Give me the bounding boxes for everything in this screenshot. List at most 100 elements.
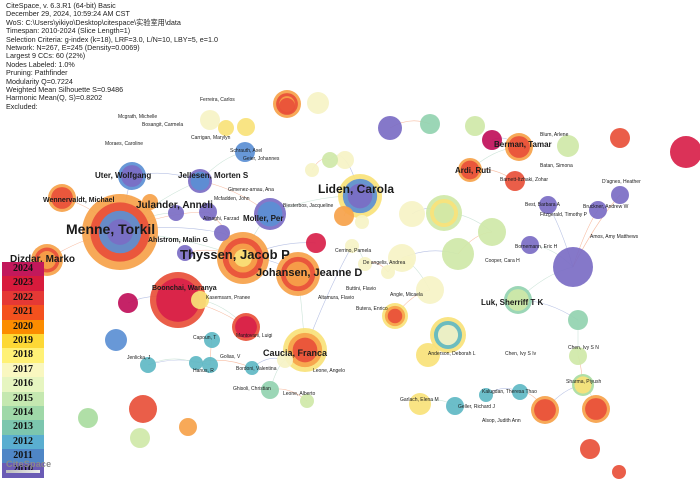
author-node[interactable]	[416, 276, 444, 304]
author-label: Jellesen, Morten S	[178, 171, 249, 180]
header-line: WoS: C:\Users\yikiyo\Desktop\citespace\实…	[6, 17, 181, 27]
author-node[interactable]	[105, 329, 127, 351]
author-node[interactable]	[400, 256, 414, 270]
author-node[interactable]	[334, 206, 354, 226]
author-node[interactable]	[177, 245, 193, 261]
author-node[interactable]	[446, 397, 464, 415]
author-node[interactable]	[336, 151, 354, 169]
author-node[interactable]	[458, 158, 482, 182]
author-node[interactable]	[276, 252, 320, 296]
author-node[interactable]	[217, 232, 269, 284]
author-node[interactable]	[553, 247, 593, 287]
author-node[interactable]	[505, 171, 525, 191]
network-labels: Ferreira, Carlos Mcgrath, Michelle Bosangi…	[10, 97, 641, 424]
author-node[interactable]	[277, 352, 293, 368]
author-node[interactable]	[482, 130, 502, 150]
author-node[interactable]	[245, 361, 259, 375]
author-node[interactable]	[48, 184, 76, 212]
author-label: Wennervaldt, Michael	[43, 197, 115, 204]
author-node[interactable]	[188, 169, 212, 193]
author-node[interactable]	[521, 236, 539, 254]
author-node[interactable]	[382, 303, 408, 329]
author-node[interactable]	[504, 286, 532, 314]
author-node[interactable]	[307, 92, 329, 114]
author-node[interactable]	[426, 195, 462, 231]
author-node[interactable]	[512, 384, 528, 400]
author-node[interactable]	[82, 194, 158, 270]
author-node[interactable]	[118, 162, 146, 190]
author-label: Julander, Anneli	[136, 200, 213, 211]
author-node[interactable]	[531, 396, 559, 424]
author-node[interactable]	[261, 381, 279, 399]
node-ring	[305, 163, 319, 177]
node-ring	[446, 397, 464, 415]
author-node[interactable]	[479, 388, 493, 402]
author-node[interactable]	[611, 186, 629, 204]
author-node[interactable]	[305, 163, 319, 177]
author-node[interactable]	[355, 215, 369, 229]
author-node[interactable]	[572, 374, 594, 396]
author-node[interactable]	[179, 418, 197, 436]
author-node[interactable]	[345, 239, 359, 253]
author-node[interactable]	[409, 393, 431, 415]
author-node[interactable]	[218, 120, 234, 136]
author-node[interactable]	[568, 310, 588, 330]
author-node[interactable]	[539, 196, 557, 214]
author-node[interactable]	[130, 428, 150, 448]
author-node[interactable]	[358, 257, 372, 271]
author-label: Bornemann, Eric H	[515, 244, 558, 250]
author-node[interactable]	[465, 116, 485, 136]
author-node[interactable]	[199, 203, 217, 221]
author-node[interactable]	[557, 135, 579, 157]
author-node[interactable]	[399, 201, 425, 227]
author-node[interactable]	[78, 408, 98, 428]
author-node[interactable]	[202, 357, 218, 373]
author-node[interactable]	[442, 238, 474, 270]
author-node[interactable]	[612, 465, 626, 479]
author-node[interactable]	[279, 98, 295, 114]
author-node[interactable]	[142, 194, 158, 210]
author-node[interactable]	[420, 114, 440, 134]
author-node[interactable]	[283, 328, 327, 372]
author-node[interactable]	[505, 133, 533, 161]
header-line: CiteSpace, v. 6.3.R1 (64-bit) Basic	[6, 1, 116, 10]
author-label: Garlach, Elena M	[400, 397, 439, 403]
author-node[interactable]	[235, 142, 255, 162]
author-node[interactable]	[254, 198, 286, 230]
author-node[interactable]	[338, 174, 382, 218]
author-node[interactable]	[204, 332, 220, 348]
node-ring	[202, 357, 218, 373]
author-node[interactable]	[200, 110, 220, 130]
author-node[interactable]	[580, 439, 600, 459]
node-ring	[189, 356, 203, 370]
author-node[interactable]	[478, 218, 506, 246]
author-node[interactable]	[610, 128, 630, 148]
author-node[interactable]	[150, 272, 206, 328]
author-label: Altamura, Flavio	[318, 295, 354, 301]
author-node[interactable]	[129, 395, 157, 423]
author-node[interactable]	[378, 116, 402, 140]
author-node[interactable]	[140, 357, 156, 373]
author-node[interactable]	[322, 152, 338, 168]
author-node[interactable]	[168, 205, 184, 221]
author-node[interactable]	[306, 233, 326, 253]
author-node[interactable]	[237, 118, 255, 136]
author-node[interactable]	[416, 343, 440, 367]
author-node[interactable]	[670, 136, 700, 168]
author-label: Berman, Tamar	[494, 140, 552, 149]
author-node[interactable]	[118, 293, 138, 313]
author-node[interactable]	[582, 395, 610, 423]
author-node[interactable]	[191, 291, 209, 309]
parameter-header: CiteSpace, v. 6.3.R1 (64-bit) Basic Dece…	[6, 1, 218, 111]
author-node[interactable]	[569, 347, 587, 365]
author-node[interactable]	[430, 317, 466, 353]
author-node[interactable]	[189, 356, 203, 370]
author-node[interactable]	[381, 265, 395, 279]
author-node[interactable]	[300, 394, 314, 408]
author-node[interactable]	[589, 201, 607, 219]
author-label: Batan, Simona	[540, 163, 573, 169]
author-label: Cerrino, Pamela	[335, 248, 371, 254]
node-ring	[589, 201, 607, 219]
author-node[interactable]	[232, 313, 260, 341]
author-node[interactable]	[214, 225, 230, 241]
